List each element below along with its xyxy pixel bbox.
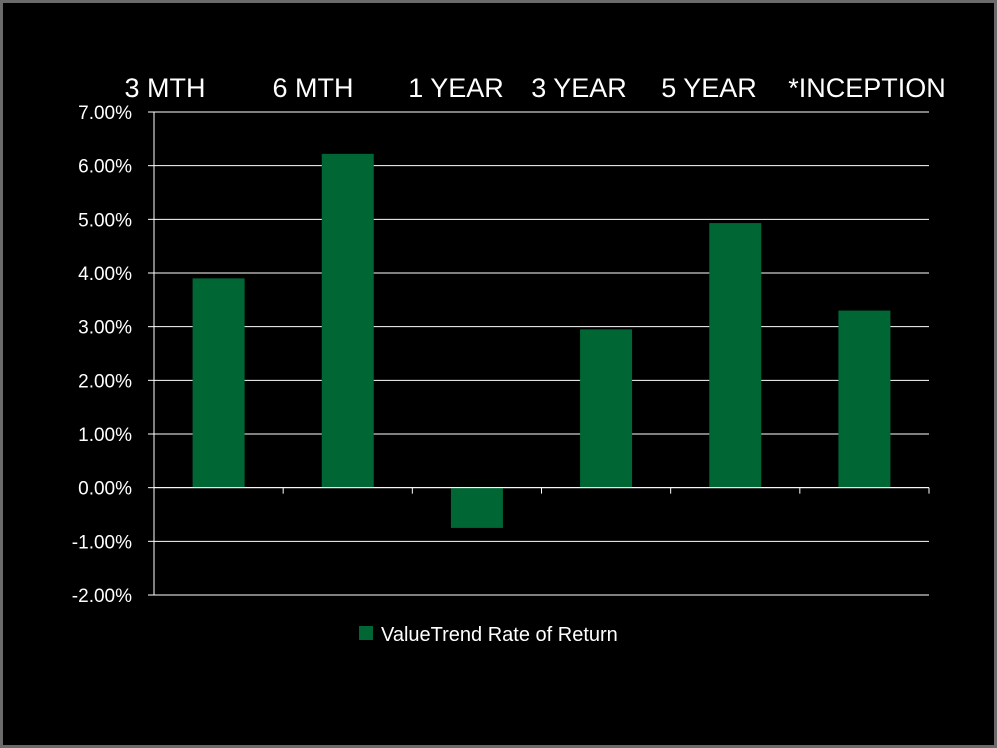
bar — [321, 153, 374, 488]
axes — [153, 112, 930, 595]
bar — [580, 329, 633, 488]
category-label: *INCEPTION — [788, 73, 946, 103]
category-label: 1 YEAR — [408, 73, 504, 103]
category-label: 6 MTH — [273, 73, 354, 103]
legend-swatch — [359, 626, 373, 640]
y-tick-label: 6.00% — [78, 157, 132, 178]
y-tick-label: -2.00% — [72, 586, 132, 607]
legend: ValueTrend Rate of Return — [359, 624, 618, 646]
gridlines — [148, 111, 929, 596]
bar — [709, 223, 762, 488]
bar — [838, 310, 891, 488]
category-label: 5 YEAR — [661, 73, 757, 103]
y-tick-label: 5.00% — [78, 210, 132, 231]
category-label: 3 YEAR — [531, 73, 627, 103]
y-tick-label: -1.00% — [72, 532, 132, 553]
category-labels: 3 MTH 6 MTH 1 YEAR 3 YEAR 5 YEAR *INCEPTION — [125, 73, 946, 103]
y-tick-label: 0.00% — [78, 479, 132, 500]
category-label: 3 MTH — [125, 73, 206, 103]
legend-label: ValueTrend Rate of Return — [381, 624, 618, 646]
bar-chart: 7.00% 6.00% 5.00% 4.00% 3.00% 2.00% 1.00% 0.00%… — [72, 73, 946, 646]
bars — [192, 153, 891, 528]
bar — [450, 487, 503, 528]
y-axis-tick-labels: 7.00% 6.00% 5.00% 4.00% 3.00% 2.00% 1.00% 0.00%… — [72, 103, 132, 607]
y-tick-label: 2.00% — [78, 371, 132, 392]
y-tick-label: 4.00% — [78, 264, 132, 285]
y-tick-label: 1.00% — [78, 425, 132, 446]
y-tick-label: 3.00% — [78, 318, 132, 339]
y-tick-label: 7.00% — [78, 103, 132, 124]
bar — [192, 278, 245, 488]
